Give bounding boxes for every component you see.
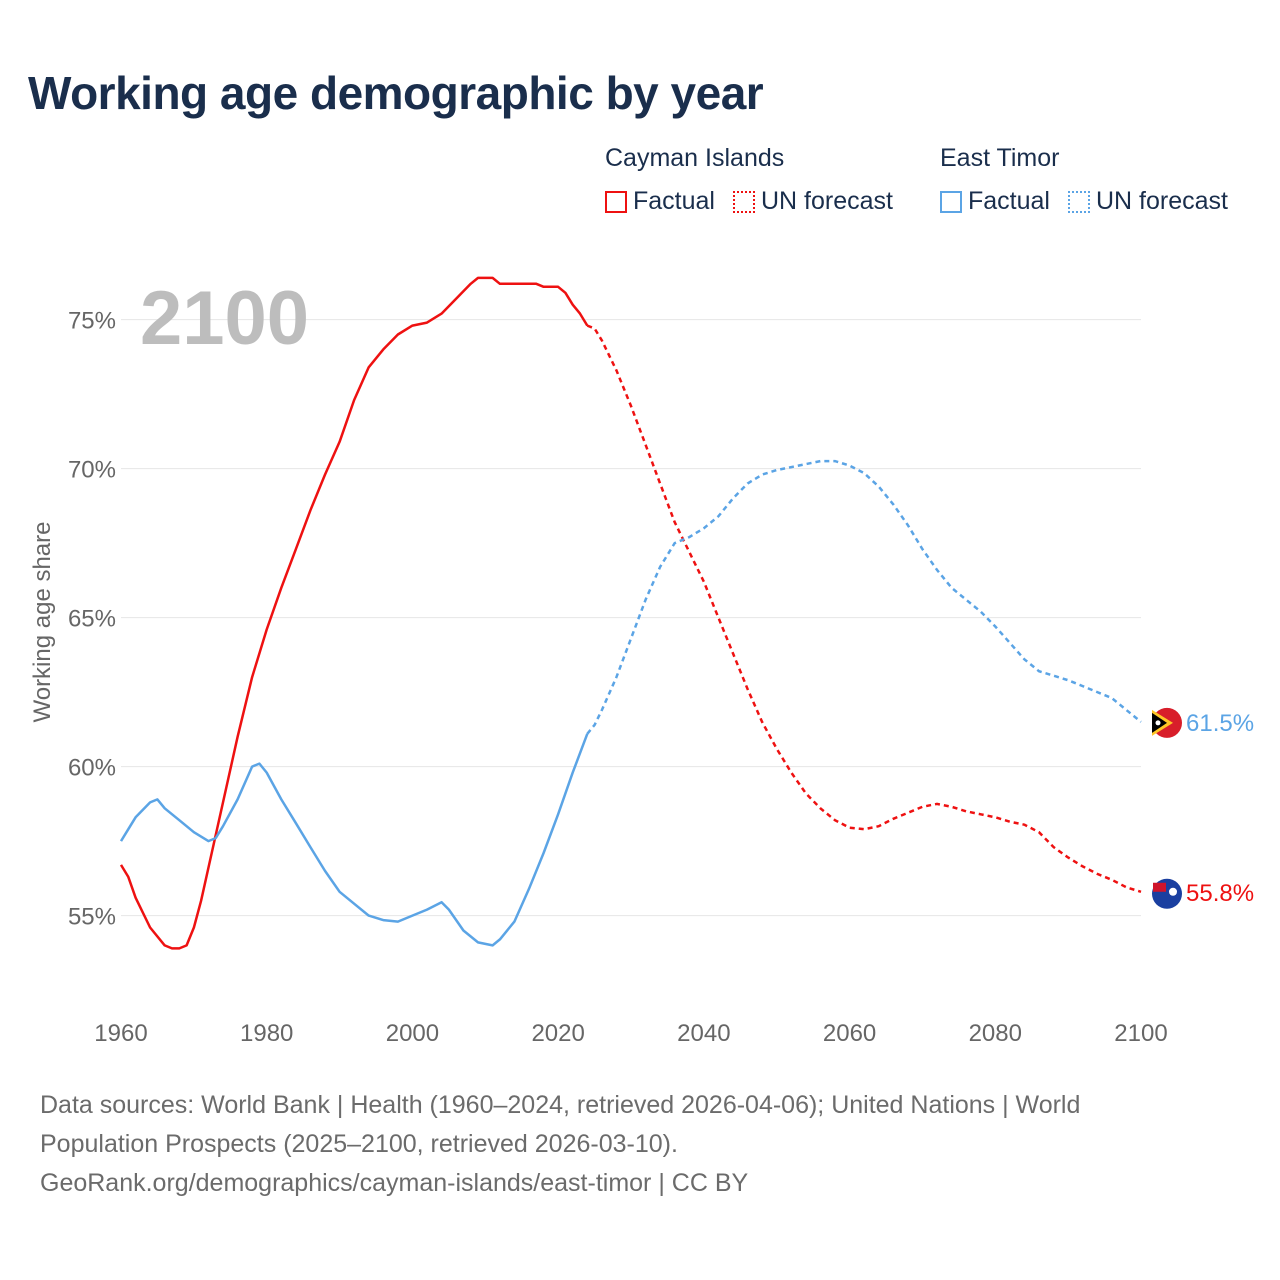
x-tick-label: 1980: [240, 1020, 293, 1047]
legend-item-cayman-forecast[interactable]: UN forecast: [732, 187, 893, 216]
flag-union-jack-mark: [1153, 882, 1166, 892]
legend-group-name: East Timor: [940, 144, 1060, 172]
x-tick-label: 1960: [94, 1020, 147, 1047]
legend-label: UN forecast: [1095, 187, 1228, 215]
x-tick-label: 2080: [969, 1020, 1022, 1047]
y-tick-label: 60%: [68, 755, 116, 782]
footer-line: Data sources: World Bank | Health (1960–…: [40, 1091, 1081, 1119]
x-tick-label: 2020: [531, 1020, 584, 1047]
flag-coat-of-arms-mark: [1169, 887, 1177, 896]
x-tick-label: 2100: [1114, 1020, 1167, 1047]
legend-group-timor: East Timor Factual UN forecast: [940, 144, 1246, 216]
end-value-label: 55.8%: [1186, 880, 1254, 907]
solid-swatch-icon: [605, 190, 627, 213]
y-tick-label: 75%: [68, 308, 116, 335]
solid-swatch-icon: [940, 190, 962, 213]
y-tick-label: 65%: [68, 606, 116, 633]
y-axis-label: Working age share: [29, 522, 56, 723]
y-tick-label: 70%: [68, 457, 116, 484]
legend-label: Factual: [633, 187, 715, 215]
legend-group-name: Cayman Islands: [605, 144, 785, 172]
series-line-forecast-0: [586, 324, 1142, 893]
series-line-factual-0: [119, 276, 589, 950]
legend-item-timor-factual[interactable]: Factual: [940, 187, 1050, 216]
legend-item-cayman-factual[interactable]: Factual: [605, 187, 715, 216]
x-tick-label: 2060: [823, 1020, 876, 1047]
footer-sources: Data sources: World Bank | Health (1960–…: [40, 1086, 1240, 1203]
end-value-label: 61.5%: [1186, 710, 1254, 737]
footer-line: Population Prospects (2025–2100, retriev…: [40, 1130, 678, 1158]
legend-item-timor-forecast[interactable]: UN forecast: [1067, 187, 1228, 216]
footer-line[interactable]: GeoRank.org/demographics/cayman-islands/…: [40, 1169, 749, 1197]
legend-label: UN forecast: [760, 187, 893, 215]
y-tick-label: 55%: [68, 904, 116, 931]
year-label: 2100: [140, 276, 309, 361]
x-tick-label: 2040: [677, 1020, 730, 1047]
flag-star-mark: [1155, 720, 1161, 726]
dotted-swatch-icon: [1067, 190, 1090, 213]
dotted-swatch-icon: [732, 190, 755, 213]
legend-group-cayman: Cayman Islands Factual UN forecast: [605, 144, 911, 216]
legend-label: Factual: [968, 187, 1050, 215]
chart-title: Working age demographic by year: [28, 67, 764, 119]
series-line-factual-1: [119, 733, 589, 947]
line-chart: 55% 60% 65% 70% 75% 1960 1980 2000 2020 2040 2060 2…: [29, 276, 1254, 1047]
series-line-forecast-1: [586, 459, 1142, 735]
x-tick-label: 2000: [386, 1020, 439, 1047]
